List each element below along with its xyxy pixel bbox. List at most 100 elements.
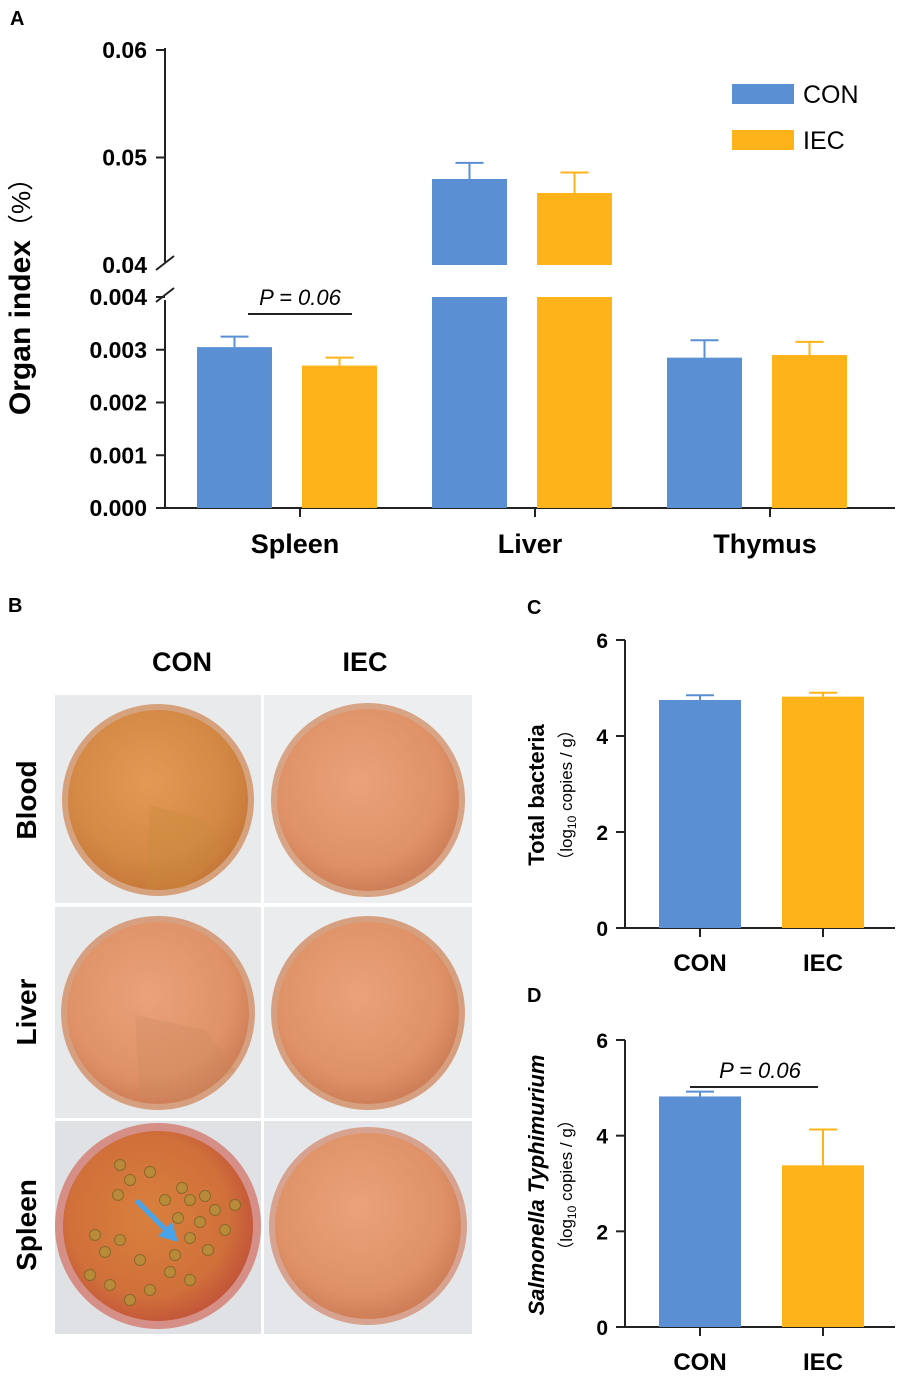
legend-swatch-iec (732, 130, 794, 150)
panel-a-bar-iec-thymus (772, 355, 847, 508)
panel-a-y-axis-unit: （%） (6, 165, 36, 240)
petri-dish (269, 1127, 467, 1325)
colony (99, 1246, 111, 1258)
panel-a-bar-con-liver-lower (432, 297, 507, 508)
colony (184, 1274, 196, 1286)
bacterial-colonies (84, 1159, 241, 1306)
panel-a-bar-con-liver-upper (432, 179, 507, 265)
panel-a-y-axis-label: Organ index（%） (4, 165, 37, 415)
panel-a-legend: CON IEC (732, 81, 859, 155)
colony (194, 1216, 206, 1228)
panel-d-category-label: CON (673, 1349, 726, 1376)
unit-subscript: 10 (565, 1205, 579, 1219)
unit-part: （log (557, 829, 576, 869)
panel-d-y-tick-label: 6 (596, 1030, 608, 1053)
colony (172, 1212, 184, 1224)
panel-a-bar-iec-liver-upper (537, 192, 612, 265)
panel-a-bar-iec-spleen (302, 365, 377, 508)
panel-a-category-label: Thymus (713, 529, 817, 559)
panel-c-category-label: CON (673, 950, 726, 977)
colony (124, 1294, 136, 1306)
panel-d-salmonella-chart: D Salmonella Typhimurium （log10 copies /… (524, 985, 895, 1376)
petri-dish (62, 704, 254, 896)
petri-dish (271, 916, 465, 1110)
panel-d-y-axis-title: Salmonella Typhimurium (524, 1055, 549, 1316)
panel-c-y-tick-label: 4 (596, 726, 608, 749)
panel-letter-b: B (8, 595, 22, 617)
panel-a-y-tick-label: 0.001 (89, 442, 147, 468)
panel-d-y-tick-label: 2 (596, 1221, 608, 1244)
panel-c-y-axis-unit: （log10 copies / g） (557, 721, 579, 869)
panel-a-bar-con-thymus (667, 357, 742, 508)
panel-a-bar-iec-liver-lower (537, 297, 612, 508)
panel-c-y-tick-label: 2 (596, 822, 608, 845)
panel-d-y-tick-label: 4 (596, 1126, 608, 1149)
panel-a-y-tick-label: 0.002 (89, 390, 147, 416)
row-label-blood: Blood (11, 760, 42, 839)
panel-d-p-value: P = 0.06 (719, 1058, 802, 1083)
legend-label-con: CON (803, 81, 859, 109)
panel-a-y-tick-label: 0.05 (102, 145, 147, 171)
colony (164, 1266, 176, 1278)
panel-c-bar-con (659, 700, 741, 928)
arrow-head-icon (158, 1222, 178, 1242)
panel-letter-c: C (527, 597, 541, 619)
colony (209, 1204, 221, 1216)
unit-part: copies / g） (557, 1111, 576, 1206)
row-label-liver: Liver (11, 978, 42, 1045)
panel-a-y-tick-label: 0.06 (102, 37, 147, 63)
panel-d-y-axis-unit: （log10 copies / g） (557, 1111, 579, 1259)
panel-b-culture-plates: B CON IEC Blood Liver Spleen (8, 595, 472, 1334)
colony (159, 1194, 171, 1206)
panel-c-y-tick-label: 0 (596, 918, 608, 941)
colony (144, 1284, 156, 1296)
petri-dish (271, 703, 465, 897)
colony (124, 1174, 136, 1186)
panel-a-y-axis-title: Organ index (4, 240, 37, 415)
panel-a-y-tick-label: 0.000 (89, 495, 147, 521)
colony (144, 1166, 156, 1178)
panel-a-bar-con-spleen (197, 347, 272, 508)
legend-swatch-con (732, 84, 794, 104)
colony (114, 1159, 126, 1171)
colony (229, 1199, 241, 1211)
colony (104, 1279, 116, 1291)
panel-a-category-label: Spleen (251, 529, 340, 559)
panel-a-axis-break-mark (155, 255, 175, 271)
colony (84, 1269, 96, 1281)
colony (184, 1232, 196, 1244)
colony (184, 1194, 196, 1206)
unit-part: copies / g） (557, 721, 576, 816)
column-label-iec: IEC (342, 647, 387, 677)
panel-letter-d: D (527, 985, 541, 1007)
unit-subscript: 10 (565, 815, 579, 829)
colony (134, 1254, 146, 1266)
panel-d-y-tick-label: 0 (596, 1317, 608, 1340)
colony (169, 1249, 181, 1261)
panel-a-y-tick-label: 0.004 (89, 284, 147, 310)
panel-c-y-tick-label: 6 (596, 630, 608, 653)
colony (219, 1224, 231, 1236)
panel-c-y-axis-title: Total bacteria (524, 724, 549, 866)
panel-a-category-label: Liver (498, 529, 563, 559)
legend-label-iec: IEC (803, 127, 845, 155)
panel-d-category-label: IEC (803, 1349, 843, 1376)
colony (114, 1234, 126, 1246)
petri-dish (61, 916, 255, 1110)
panel-c-category-label: IEC (803, 950, 843, 977)
panel-a-y-tick-label: 0.04 (102, 252, 147, 278)
panel-c-total-bacteria-chart: C Total bacteria （log10 copies / g） 0 2 4 6… (524, 597, 895, 977)
panel-a-organ-index-chart: A Organ index（%） 0.000 0.001 0.002 0.003 0.0… (4, 8, 895, 559)
unit-part: （log (557, 1219, 576, 1259)
colony (202, 1244, 214, 1256)
panel-d-bar-con (659, 1096, 741, 1327)
panel-a-y-tick-label: 0.003 (89, 337, 147, 363)
colony (112, 1189, 124, 1201)
colony (199, 1190, 211, 1202)
panel-letter-a: A (10, 8, 24, 30)
column-label-con: CON (152, 647, 212, 677)
panel-d-bar-iec (782, 1165, 864, 1327)
colony (89, 1229, 101, 1241)
colony (176, 1182, 188, 1194)
